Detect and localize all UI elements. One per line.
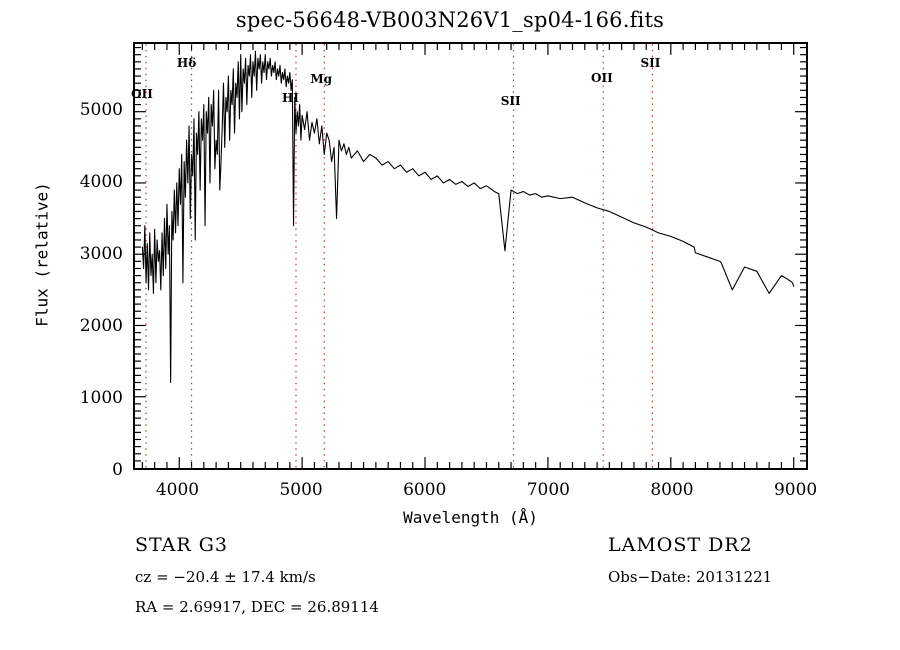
y-tick-label: 0 — [112, 460, 123, 480]
observation-date: Obs−Date: 20131221 — [608, 568, 773, 586]
spectrum-svg — [135, 44, 806, 468]
spectral-line-label: Hδ — [176, 56, 197, 70]
redshift-velocity: cz = −20.4 ± 17.4 km/s — [135, 568, 316, 586]
y-tick-label: 4000 — [79, 172, 123, 193]
spectral-line-label: HI — [281, 91, 299, 105]
spectral-line-label: OII — [131, 87, 153, 101]
spectrum-trace — [141, 50, 795, 384]
y-tick-label: 5000 — [79, 100, 123, 121]
y-tick-label: 1000 — [79, 388, 123, 409]
sky-coordinates: RA = 2.69917, DEC = 26.89114 — [135, 598, 379, 616]
object-type-and-class: STAR G3 — [135, 534, 228, 556]
x-tick-label: 4000 — [155, 480, 200, 500]
x-tick-label: 9000 — [773, 480, 818, 500]
object-info-block: STAR G3 cz = −20.4 ± 17.4 km/s RA = 2.69… — [135, 534, 379, 616]
y-tick-label: 2000 — [79, 316, 123, 337]
y-axis-title: Flux (relative) — [32, 182, 52, 327]
x-tick-label: 8000 — [650, 480, 694, 500]
survey-info-block: LAMOST DR2 Obs−Date: 20131221 — [608, 534, 772, 586]
page-title: spec-56648-VB003N26V1_sp04-166.fits — [235, 8, 665, 32]
survey-name: LAMOST DR2 — [608, 534, 753, 556]
y-tick-label: 3000 — [79, 244, 123, 265]
x-tick-label: 5000 — [279, 480, 323, 500]
spectral-line-label: SII — [500, 94, 521, 108]
x-tick-label: 7000 — [526, 480, 570, 500]
spectral-line-label: SII — [640, 56, 661, 70]
spectral-line-markers — [145, 44, 653, 468]
x-tick-label: 6000 — [403, 480, 447, 500]
spectral-line-label: Mg — [310, 72, 333, 86]
x-axis-title: Wavelength (Å) — [403, 508, 538, 527]
spectral-line-label: OII — [591, 71, 613, 85]
plot-area — [133, 42, 808, 470]
axis-minor-ticks — [135, 44, 806, 468]
